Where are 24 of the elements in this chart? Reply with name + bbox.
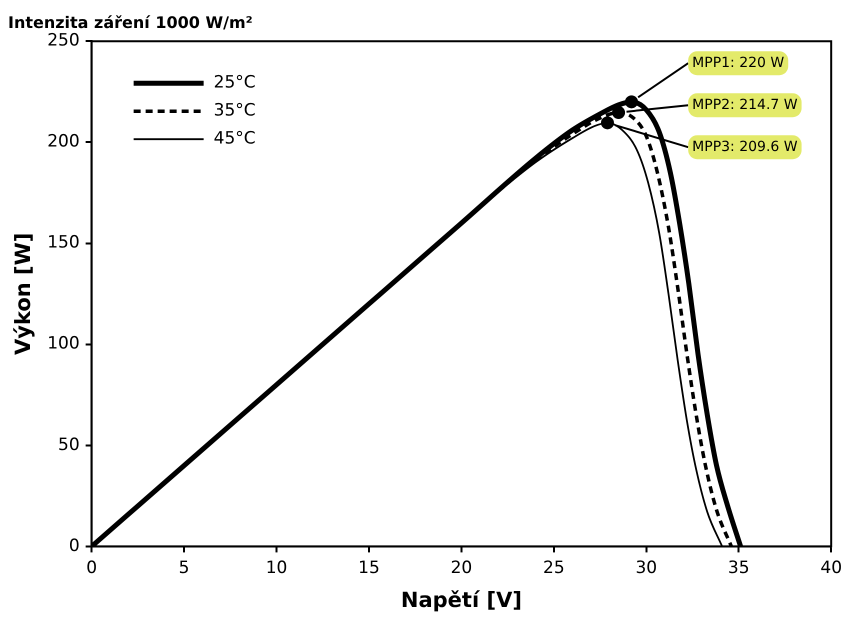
y-tick-label: 50	[58, 434, 80, 455]
x-tick-label: 15	[358, 558, 380, 578]
y-tick-label: 0	[68, 536, 80, 556]
y-tick-label: 250	[47, 30, 80, 51]
x-tick-label: 25	[543, 558, 565, 578]
x-axis-title: Napětí [V]	[400, 588, 522, 612]
x-tick-label: 30	[635, 558, 658, 578]
y-tick-label: 150	[47, 232, 80, 253]
x-tick-label: 20	[450, 558, 472, 578]
legend-label: 25°C	[214, 72, 256, 93]
annotation: MPP1: 220 W	[692, 54, 784, 71]
chart-title: Intenzita záření 1000 W/m²	[8, 12, 253, 32]
legend-label: 35°C	[214, 100, 256, 121]
x-tick-label: 35	[728, 558, 750, 578]
x-tick-label: 5	[178, 558, 190, 578]
y-tick-label: 200	[47, 132, 80, 152]
y-tick-label: 100	[47, 334, 80, 354]
annotation: MPP3: 209.6 W	[692, 138, 798, 155]
annotation: MPP2: 214.7 W	[692, 96, 798, 113]
x-tick-label: 0	[86, 558, 98, 578]
y-axis-title: Výkon [W]	[11, 232, 36, 355]
x-tick-label: 10	[266, 558, 288, 578]
x-tick-label: 40	[820, 558, 842, 578]
legend-label: 45°C	[214, 128, 256, 149]
